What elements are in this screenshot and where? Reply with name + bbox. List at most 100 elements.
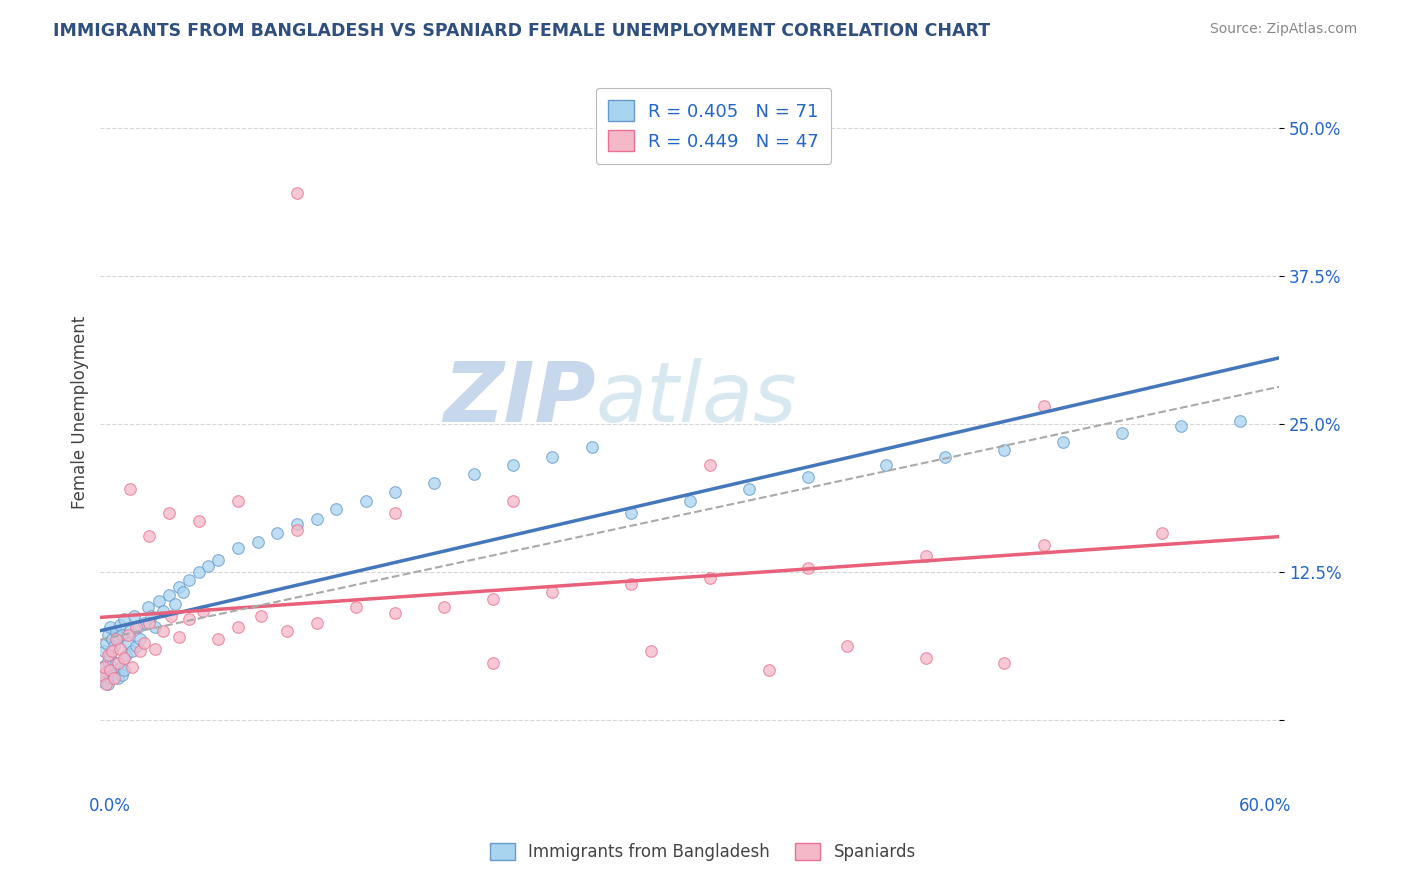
Point bbox=[103, 640, 125, 654]
Point bbox=[344, 600, 367, 615]
Point bbox=[250, 608, 273, 623]
Text: 0.0%: 0.0% bbox=[89, 797, 131, 814]
Point bbox=[541, 585, 564, 599]
Point bbox=[98, 620, 121, 634]
Point bbox=[191, 604, 214, 618]
Point bbox=[384, 606, 406, 620]
Point bbox=[111, 668, 134, 682]
Point bbox=[502, 458, 524, 473]
Point bbox=[167, 630, 190, 644]
Point bbox=[433, 600, 456, 615]
Point bbox=[157, 506, 180, 520]
Point bbox=[128, 632, 150, 647]
Point bbox=[1032, 399, 1054, 413]
Point bbox=[93, 644, 115, 658]
Point bbox=[325, 502, 347, 516]
Point bbox=[246, 535, 269, 549]
Point bbox=[103, 668, 125, 682]
Point bbox=[738, 482, 761, 496]
Point bbox=[105, 632, 128, 647]
Point bbox=[97, 648, 120, 662]
Point bbox=[145, 620, 167, 634]
Legend: Immigrants from Bangladesh, Spaniards: Immigrants from Bangladesh, Spaniards bbox=[484, 836, 922, 868]
Point bbox=[482, 592, 505, 607]
Point bbox=[679, 493, 702, 508]
Point bbox=[699, 458, 721, 473]
Point bbox=[276, 624, 298, 638]
Point bbox=[1229, 414, 1251, 428]
Point bbox=[107, 672, 129, 686]
Point bbox=[145, 641, 167, 656]
Point bbox=[101, 663, 124, 677]
Point bbox=[96, 636, 118, 650]
Point bbox=[207, 632, 229, 647]
Point bbox=[266, 525, 288, 540]
Point bbox=[107, 630, 129, 644]
Point bbox=[934, 450, 956, 464]
Point bbox=[207, 553, 229, 567]
Point bbox=[105, 624, 128, 638]
Point bbox=[354, 493, 377, 508]
Point bbox=[111, 627, 134, 641]
Point bbox=[620, 576, 643, 591]
Point bbox=[138, 615, 160, 630]
Point bbox=[914, 651, 936, 665]
Point bbox=[384, 485, 406, 500]
Text: atlas: atlas bbox=[596, 358, 797, 439]
Point bbox=[138, 529, 160, 543]
Point bbox=[93, 674, 115, 689]
Point bbox=[502, 493, 524, 508]
Point bbox=[541, 450, 564, 464]
Point bbox=[1111, 426, 1133, 441]
Point bbox=[125, 640, 148, 654]
Point bbox=[98, 663, 121, 677]
Point bbox=[136, 600, 159, 615]
Point bbox=[914, 549, 936, 564]
Point bbox=[160, 608, 183, 623]
Point bbox=[620, 506, 643, 520]
Point bbox=[97, 627, 120, 641]
Point bbox=[152, 624, 174, 638]
Point bbox=[285, 517, 308, 532]
Point bbox=[121, 659, 143, 673]
Point bbox=[993, 442, 1015, 457]
Point bbox=[699, 571, 721, 585]
Point bbox=[118, 482, 141, 496]
Point bbox=[177, 612, 200, 626]
Point bbox=[226, 620, 249, 634]
Point bbox=[108, 618, 131, 632]
Text: IMMIGRANTS FROM BANGLADESH VS SPANIARD FEMALE UNEMPLOYMENT CORRELATION CHART: IMMIGRANTS FROM BANGLADESH VS SPANIARD F… bbox=[53, 22, 991, 40]
Point bbox=[163, 597, 186, 611]
Point bbox=[105, 656, 128, 670]
Point bbox=[226, 541, 249, 555]
Point bbox=[1170, 419, 1192, 434]
Point bbox=[187, 514, 209, 528]
Point bbox=[98, 648, 121, 662]
Point bbox=[177, 573, 200, 587]
Point bbox=[423, 475, 446, 490]
Point bbox=[112, 663, 135, 677]
Point bbox=[148, 594, 170, 608]
Point bbox=[128, 644, 150, 658]
Point bbox=[152, 604, 174, 618]
Point bbox=[127, 620, 149, 634]
Point bbox=[101, 644, 124, 658]
Point bbox=[112, 651, 135, 665]
Point bbox=[758, 663, 780, 677]
Point bbox=[117, 636, 139, 650]
Text: ZIP: ZIP bbox=[443, 358, 596, 439]
Point bbox=[91, 668, 114, 682]
Point bbox=[167, 580, 190, 594]
Point bbox=[121, 644, 143, 658]
Point bbox=[993, 656, 1015, 670]
Point bbox=[285, 186, 308, 200]
Point bbox=[112, 612, 135, 626]
Point bbox=[97, 677, 120, 691]
Text: Source: ZipAtlas.com: Source: ZipAtlas.com bbox=[1209, 22, 1357, 37]
Point bbox=[91, 659, 114, 673]
Point bbox=[96, 665, 118, 680]
Point bbox=[835, 640, 858, 654]
Point bbox=[93, 659, 115, 673]
Point bbox=[1032, 537, 1054, 551]
Point bbox=[108, 641, 131, 656]
